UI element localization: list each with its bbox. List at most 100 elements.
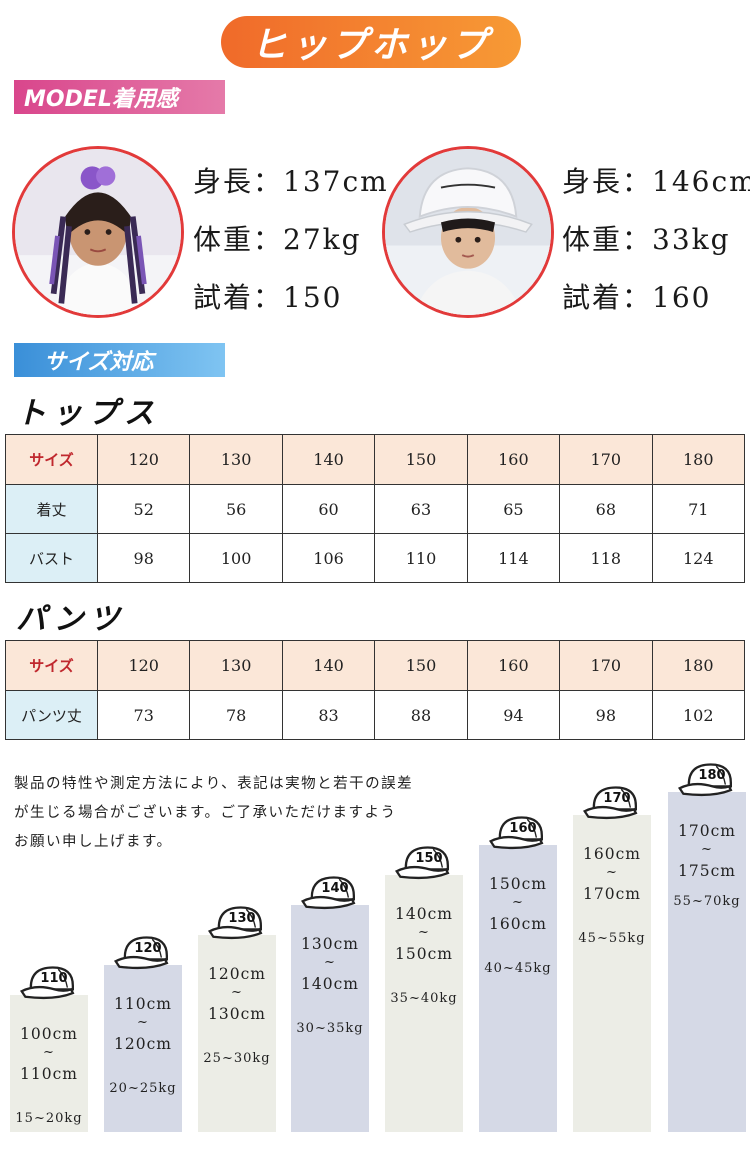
height-range-to: 140cm <box>301 975 359 993</box>
size-header-label: サイズ <box>5 434 98 485</box>
size-cell: 170 <box>559 640 653 691</box>
model1-trial-size: 試着：150 <box>193 281 343 314</box>
size-cell: 170 <box>559 434 653 485</box>
size-cell: 150 <box>374 434 468 485</box>
cap-icon <box>300 876 356 910</box>
disclaimer-note: 製品の特性や測定方法により、表記は実物と若干の誤差 が生じる場合がございます。ご… <box>14 770 514 857</box>
value-cell: 73 <box>96 690 191 740</box>
value-cell: 110 <box>374 533 468 583</box>
size-cell: 180 <box>651 640 746 691</box>
size-cell: 140 <box>281 640 376 691</box>
girl-portrait-icon <box>15 149 181 315</box>
height-range-tilde: ~ <box>324 955 336 970</box>
value-cell: 68 <box>559 484 653 534</box>
row-label: 着丈 <box>5 484 98 534</box>
cap-icon <box>19 966 75 1000</box>
height-range-from: 150cm <box>489 875 547 893</box>
value-cell: 98 <box>96 533 191 583</box>
height-range-from: 170cm <box>678 822 736 840</box>
height-range-to: 150cm <box>395 945 453 963</box>
size-guide-bar-170 <box>573 815 651 1132</box>
table-row: 着丈 52 56 60 63 65 68 71 <box>5 484 746 534</box>
size-cell: 120 <box>96 434 191 485</box>
note-line: お願い申し上げます。 <box>14 834 173 850</box>
weight-range: 15~20kg <box>15 1111 83 1126</box>
table-row: サイズ 120 130 140 150 160 170 180 <box>5 640 746 691</box>
value-cell: 52 <box>96 484 191 534</box>
size-guide-bar-160 <box>479 845 557 1132</box>
value-cell: 98 <box>559 690 653 740</box>
table-row: パンツ丈 73 78 83 88 94 98 102 <box>5 690 746 740</box>
height-range-tilde: ~ <box>43 1045 55 1060</box>
cap-size-label: 110 <box>40 971 68 986</box>
cap-size-label: 130 <box>228 911 256 926</box>
size-cell: 180 <box>651 434 746 485</box>
size-cell: 160 <box>466 434 561 485</box>
height-range-tilde: ~ <box>418 925 430 940</box>
value-cell: 65 <box>466 484 561 534</box>
weight-range: 25~30kg <box>203 1051 271 1066</box>
height-range-to: 170cm <box>583 885 641 903</box>
size-cell: 130 <box>189 434 283 485</box>
size-guide-bar-150 <box>385 875 463 1132</box>
weight-range: 45~55kg <box>578 931 646 946</box>
size-guide-bar-130 <box>198 935 276 1132</box>
size-cell: 120 <box>96 640 191 691</box>
height-range-from: 140cm <box>395 905 453 923</box>
cap-icon <box>677 763 733 797</box>
size-guide-bar-120 <box>104 965 182 1132</box>
value-cell: 88 <box>374 690 468 740</box>
weight-range: 40~45kg <box>484 961 552 976</box>
tops-title: トップス <box>16 396 160 431</box>
pants-title: パンツ <box>16 602 126 637</box>
weight-range: 30~35kg <box>296 1021 364 1036</box>
cap-icon <box>488 816 544 850</box>
size-guide-bar-180 <box>668 792 746 1132</box>
cap-size-label: 160 <box>509 821 537 836</box>
value-cell: 63 <box>374 484 468 534</box>
cap-icon <box>394 846 450 880</box>
size-cell: 150 <box>374 640 468 691</box>
cap-icon <box>582 786 638 820</box>
value-cell: 71 <box>651 484 746 534</box>
height-range-tilde: ~ <box>606 865 618 880</box>
height-range-to: 130cm <box>208 1005 266 1023</box>
model1-height: 身長：137cm <box>193 165 389 198</box>
note-line: 製品の特性や測定方法により、表記は実物と若干の誤差 <box>14 776 414 792</box>
model2-weight: 体重：33kg <box>562 223 731 256</box>
cap-size-label: 150 <box>415 851 443 866</box>
cap-icon <box>207 906 263 940</box>
size-section-label: サイズ対応 <box>14 343 225 377</box>
size-guide-bar-140 <box>291 905 369 1132</box>
note-line: が生じる場合がございます。ご了承いただけますよう <box>14 805 397 821</box>
weight-range: 20~25kg <box>109 1081 177 1096</box>
size-cell: 130 <box>189 640 283 691</box>
height-range-to: 175cm <box>678 862 736 880</box>
value-cell: 94 <box>466 690 561 740</box>
cap-size-label: 170 <box>603 791 631 806</box>
height-range-from: 120cm <box>208 965 266 983</box>
table-row: サイズ 120 130 140 150 160 170 180 <box>5 434 746 485</box>
value-cell: 102 <box>651 690 746 740</box>
cap-icon <box>113 936 169 970</box>
cap-size-label: 120 <box>134 941 162 956</box>
row-label: バスト <box>5 533 98 583</box>
model-section-label: MODEL着用感 <box>14 80 225 114</box>
model2-trial-size: 試着：160 <box>562 281 712 314</box>
height-range-from: 100cm <box>20 1025 78 1043</box>
value-cell: 83 <box>281 690 376 740</box>
row-label: パンツ丈 <box>5 690 98 740</box>
height-range-tilde: ~ <box>701 842 713 857</box>
height-range-from: 110cm <box>114 995 172 1013</box>
height-range-tilde: ~ <box>137 1015 149 1030</box>
model-photo-girl <box>12 146 184 318</box>
weight-range: 55~70kg <box>673 894 741 909</box>
page-banner: ヒップホップ <box>221 16 521 68</box>
tops-size-table: サイズ 120 130 140 150 160 170 180 着丈 52 56… <box>5 434 746 583</box>
height-range-to: 160cm <box>489 915 547 933</box>
weight-range: 35~40kg <box>390 991 458 1006</box>
height-range-tilde: ~ <box>231 985 243 1000</box>
size-cell: 140 <box>281 434 376 485</box>
table-row: バスト 98 100 106 110 114 118 124 <box>5 533 746 583</box>
model-photo-boy <box>382 146 554 318</box>
